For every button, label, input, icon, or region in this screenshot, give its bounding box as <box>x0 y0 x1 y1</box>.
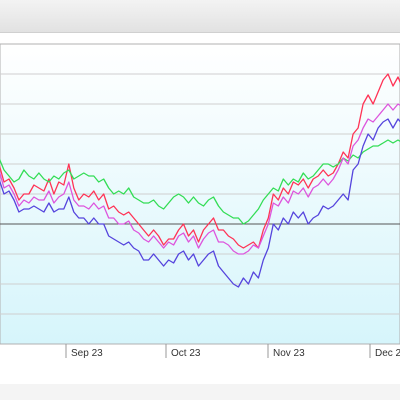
window-toolbar <box>0 0 400 33</box>
chart-frame: Sep 23 Oct 23 Nov 23 Dec 2 <box>0 34 400 400</box>
series-line-3 <box>0 103 400 255</box>
x-tick-label: Nov 23 <box>273 348 305 359</box>
x-axis-ticks: Sep 23 Oct 23 Nov 23 Dec 2 <box>65 344 400 359</box>
x-tick-label: Oct 23 <box>171 348 201 359</box>
series-line-2 <box>0 139 400 225</box>
series-line-4 <box>0 118 400 288</box>
series-lines <box>0 73 400 288</box>
bottom-scroll-area <box>0 384 400 400</box>
line-chart: Sep 23 Oct 23 Nov 23 Dec 2 <box>0 43 400 359</box>
x-tick-label: Sep 23 <box>71 348 103 359</box>
x-tick-label: Dec 2 <box>375 348 400 359</box>
grid-lines <box>0 73 400 315</box>
